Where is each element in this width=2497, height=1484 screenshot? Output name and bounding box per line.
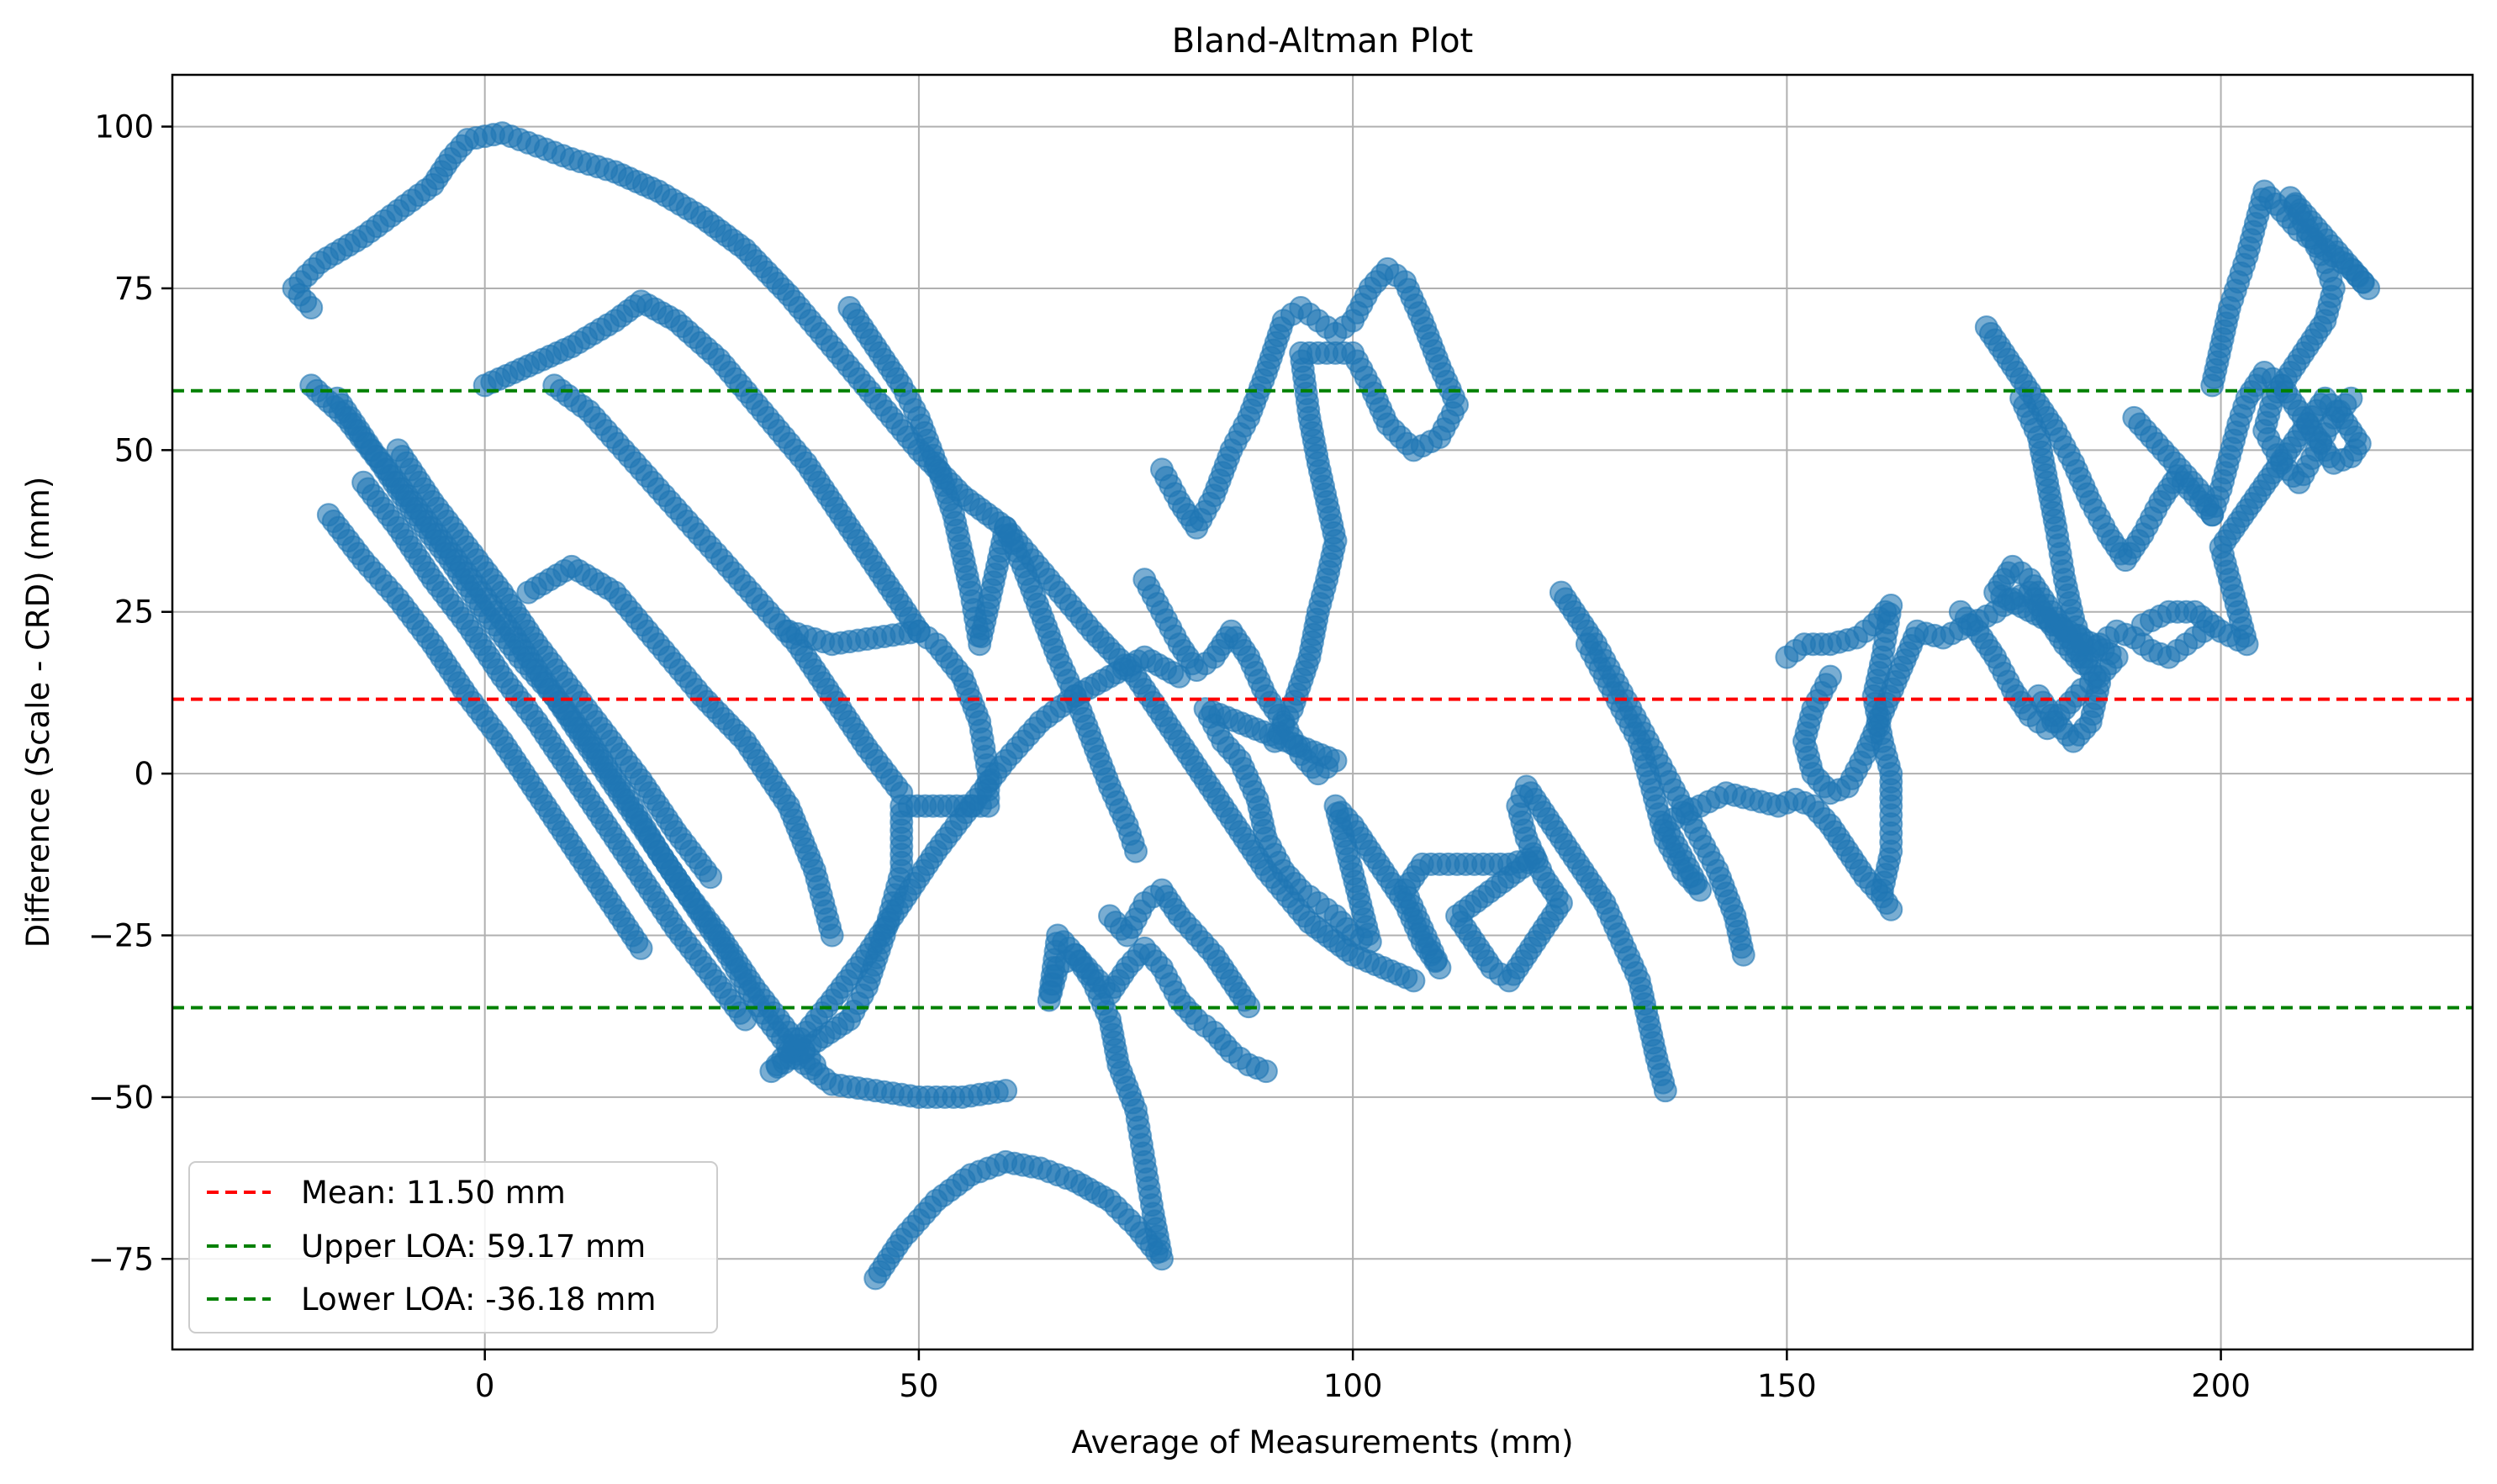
legend-upper-loa-label: Upper LOA: 59.17 mm: [301, 1228, 646, 1265]
data-point: [1402, 969, 1426, 993]
y-tick-label: 25: [114, 594, 154, 631]
x-tick-label: 0: [475, 1368, 495, 1404]
chart-title: Bland-Altman Plot: [1172, 22, 1473, 61]
x-tick-label: 150: [1757, 1368, 1817, 1404]
data-point: [2070, 632, 2094, 657]
x-tick-label: 50: [899, 1368, 938, 1404]
data-point: [1731, 943, 1755, 967]
legend-mean-label: Mean: 11.50 mm: [301, 1175, 566, 1211]
y-tick-label: −75: [88, 1241, 154, 1277]
y-tick-label: 75: [114, 271, 154, 307]
data-point: [1254, 1059, 1278, 1084]
data-point: [1653, 1079, 1677, 1103]
x-tick-label: 200: [2191, 1368, 2251, 1404]
data-point: [2026, 684, 2051, 708]
y-axis-ticks: −75 −50 −25 0 25 50 75 100: [88, 109, 172, 1277]
legend-box: [188, 1161, 718, 1333]
y-tick-label: 50: [114, 432, 154, 468]
data-point: [699, 865, 723, 890]
data-point: [820, 923, 844, 948]
y-axis-label: Difference (Scale - CRD) (mm): [20, 477, 56, 948]
scatter-points: [282, 121, 2381, 1291]
x-tick-label: 100: [1323, 1368, 1383, 1404]
y-tick-label: −50: [88, 1080, 154, 1116]
legend-lower-loa-label: Lower LOA: -36.18 mm: [301, 1281, 656, 1318]
data-point: [2130, 613, 2155, 637]
x-axis-label: Average of Measurements (mm): [1071, 1424, 1573, 1460]
data-point: [1124, 839, 1148, 863]
y-tick-label: −25: [88, 917, 154, 953]
data-point: [733, 1007, 758, 1032]
y-tick-label: 100: [94, 109, 154, 145]
data-point: [994, 1079, 1018, 1103]
data-point: [1870, 878, 1894, 902]
data-point: [2339, 386, 2363, 410]
plot-area-frame: [171, 73, 2474, 1351]
reference-lines: [172, 388, 2473, 1010]
y-tick-label: 0: [134, 756, 154, 792]
data-point: [629, 936, 653, 960]
legend: Mean: 11.50 mm Upper LOA: 59.17 mm Lower…: [188, 1161, 718, 1333]
data-point: [1879, 897, 1903, 922]
x-axis-ticks: 0 50 100 150 200: [475, 1349, 2251, 1404]
